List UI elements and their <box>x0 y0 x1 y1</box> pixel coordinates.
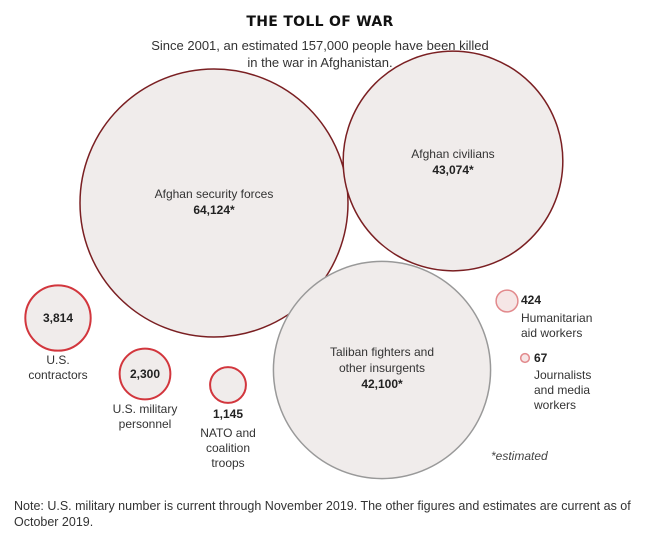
bubble-afghan_security <box>79 68 349 338</box>
value-afghan_security: 64,124* <box>193 203 235 217</box>
label-nato: troops <box>211 456 244 470</box>
label-nato: coalition <box>206 441 250 455</box>
label-us_military: U.S. military <box>113 402 178 416</box>
bubble-nato <box>209 366 247 404</box>
bubble-humanitarian <box>495 289 519 313</box>
bubble-us_contractors <box>24 284 92 352</box>
label-nato: NATO and <box>200 426 256 440</box>
label-journalists: Journalists <box>534 368 591 382</box>
label-journalists: and media <box>534 383 590 397</box>
label-humanitarian: Humanitarian <box>521 311 592 325</box>
label-afghan_security: Afghan security forces <box>155 187 274 201</box>
chart-title: THE TOLL OF WAR <box>246 14 394 30</box>
bubble-taliban <box>272 260 492 480</box>
value-us_military: 2,300 <box>130 367 160 381</box>
value-us_contractors: 3,814 <box>43 311 73 325</box>
label-journalists: workers <box>533 398 576 412</box>
chart-subtitle: Since 2001, an estimated 157,000 people … <box>151 38 489 70</box>
label-humanitarian: aid workers <box>521 326 582 340</box>
value-nato: 1,145 <box>213 407 243 421</box>
value-humanitarian: 424 <box>521 293 541 307</box>
value-taliban: 42,100* <box>361 377 403 391</box>
bubble-journalists <box>519 352 531 364</box>
value-journalists: 67 <box>534 351 548 365</box>
label-afghan_civilians: Afghan civilians <box>411 147 494 161</box>
label-taliban: other insurgents <box>339 361 425 375</box>
bubble-afghan_civilians <box>342 50 564 272</box>
label-us_military: personnel <box>119 417 172 431</box>
estimated-footnote: *estimated <box>491 449 548 463</box>
footnote-note: Note: U.S. military number is current th… <box>14 499 631 529</box>
bubble-us_military <box>118 347 172 401</box>
label-us_contractors: U.S. <box>46 353 69 367</box>
label-us_contractors: contractors <box>28 368 87 382</box>
label-taliban: Taliban fighters and <box>330 345 434 359</box>
value-afghan_civilians: 43,074* <box>432 163 474 177</box>
